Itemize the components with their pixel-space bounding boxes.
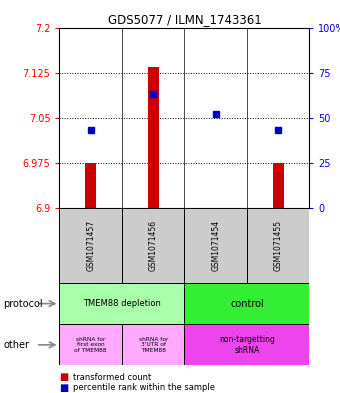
Bar <box>85 163 96 208</box>
Text: TMEM88 depletion: TMEM88 depletion <box>83 299 161 308</box>
Text: GSM1071456: GSM1071456 <box>149 220 158 271</box>
Bar <box>185 324 309 365</box>
Text: GSM1071455: GSM1071455 <box>274 220 283 271</box>
Bar <box>185 208 247 283</box>
Bar <box>247 208 309 283</box>
Bar <box>273 163 284 208</box>
Text: percentile rank within the sample: percentile rank within the sample <box>73 384 215 392</box>
Text: GSM1071457: GSM1071457 <box>86 220 95 271</box>
Bar <box>59 324 122 365</box>
Text: GSM1071454: GSM1071454 <box>211 220 220 271</box>
Text: protocol: protocol <box>3 299 43 309</box>
Title: GDS5077 / ILMN_1743361: GDS5077 / ILMN_1743361 <box>107 13 261 26</box>
Bar <box>122 208 184 283</box>
Text: control: control <box>230 299 264 309</box>
Bar <box>185 283 309 324</box>
Bar <box>148 67 159 208</box>
Bar <box>59 283 185 324</box>
Bar <box>122 324 184 365</box>
Text: non-targetting
shRNA: non-targetting shRNA <box>219 335 275 354</box>
Text: shRNA for
3'UTR of
TMEM88: shRNA for 3'UTR of TMEM88 <box>138 336 168 353</box>
Text: transformed count: transformed count <box>73 373 151 382</box>
Text: other: other <box>3 340 29 350</box>
Text: shRNA for
first exon
of TMEM88: shRNA for first exon of TMEM88 <box>74 336 107 353</box>
Text: ■: ■ <box>59 372 69 382</box>
Bar <box>59 208 122 283</box>
Text: ■: ■ <box>59 383 69 393</box>
